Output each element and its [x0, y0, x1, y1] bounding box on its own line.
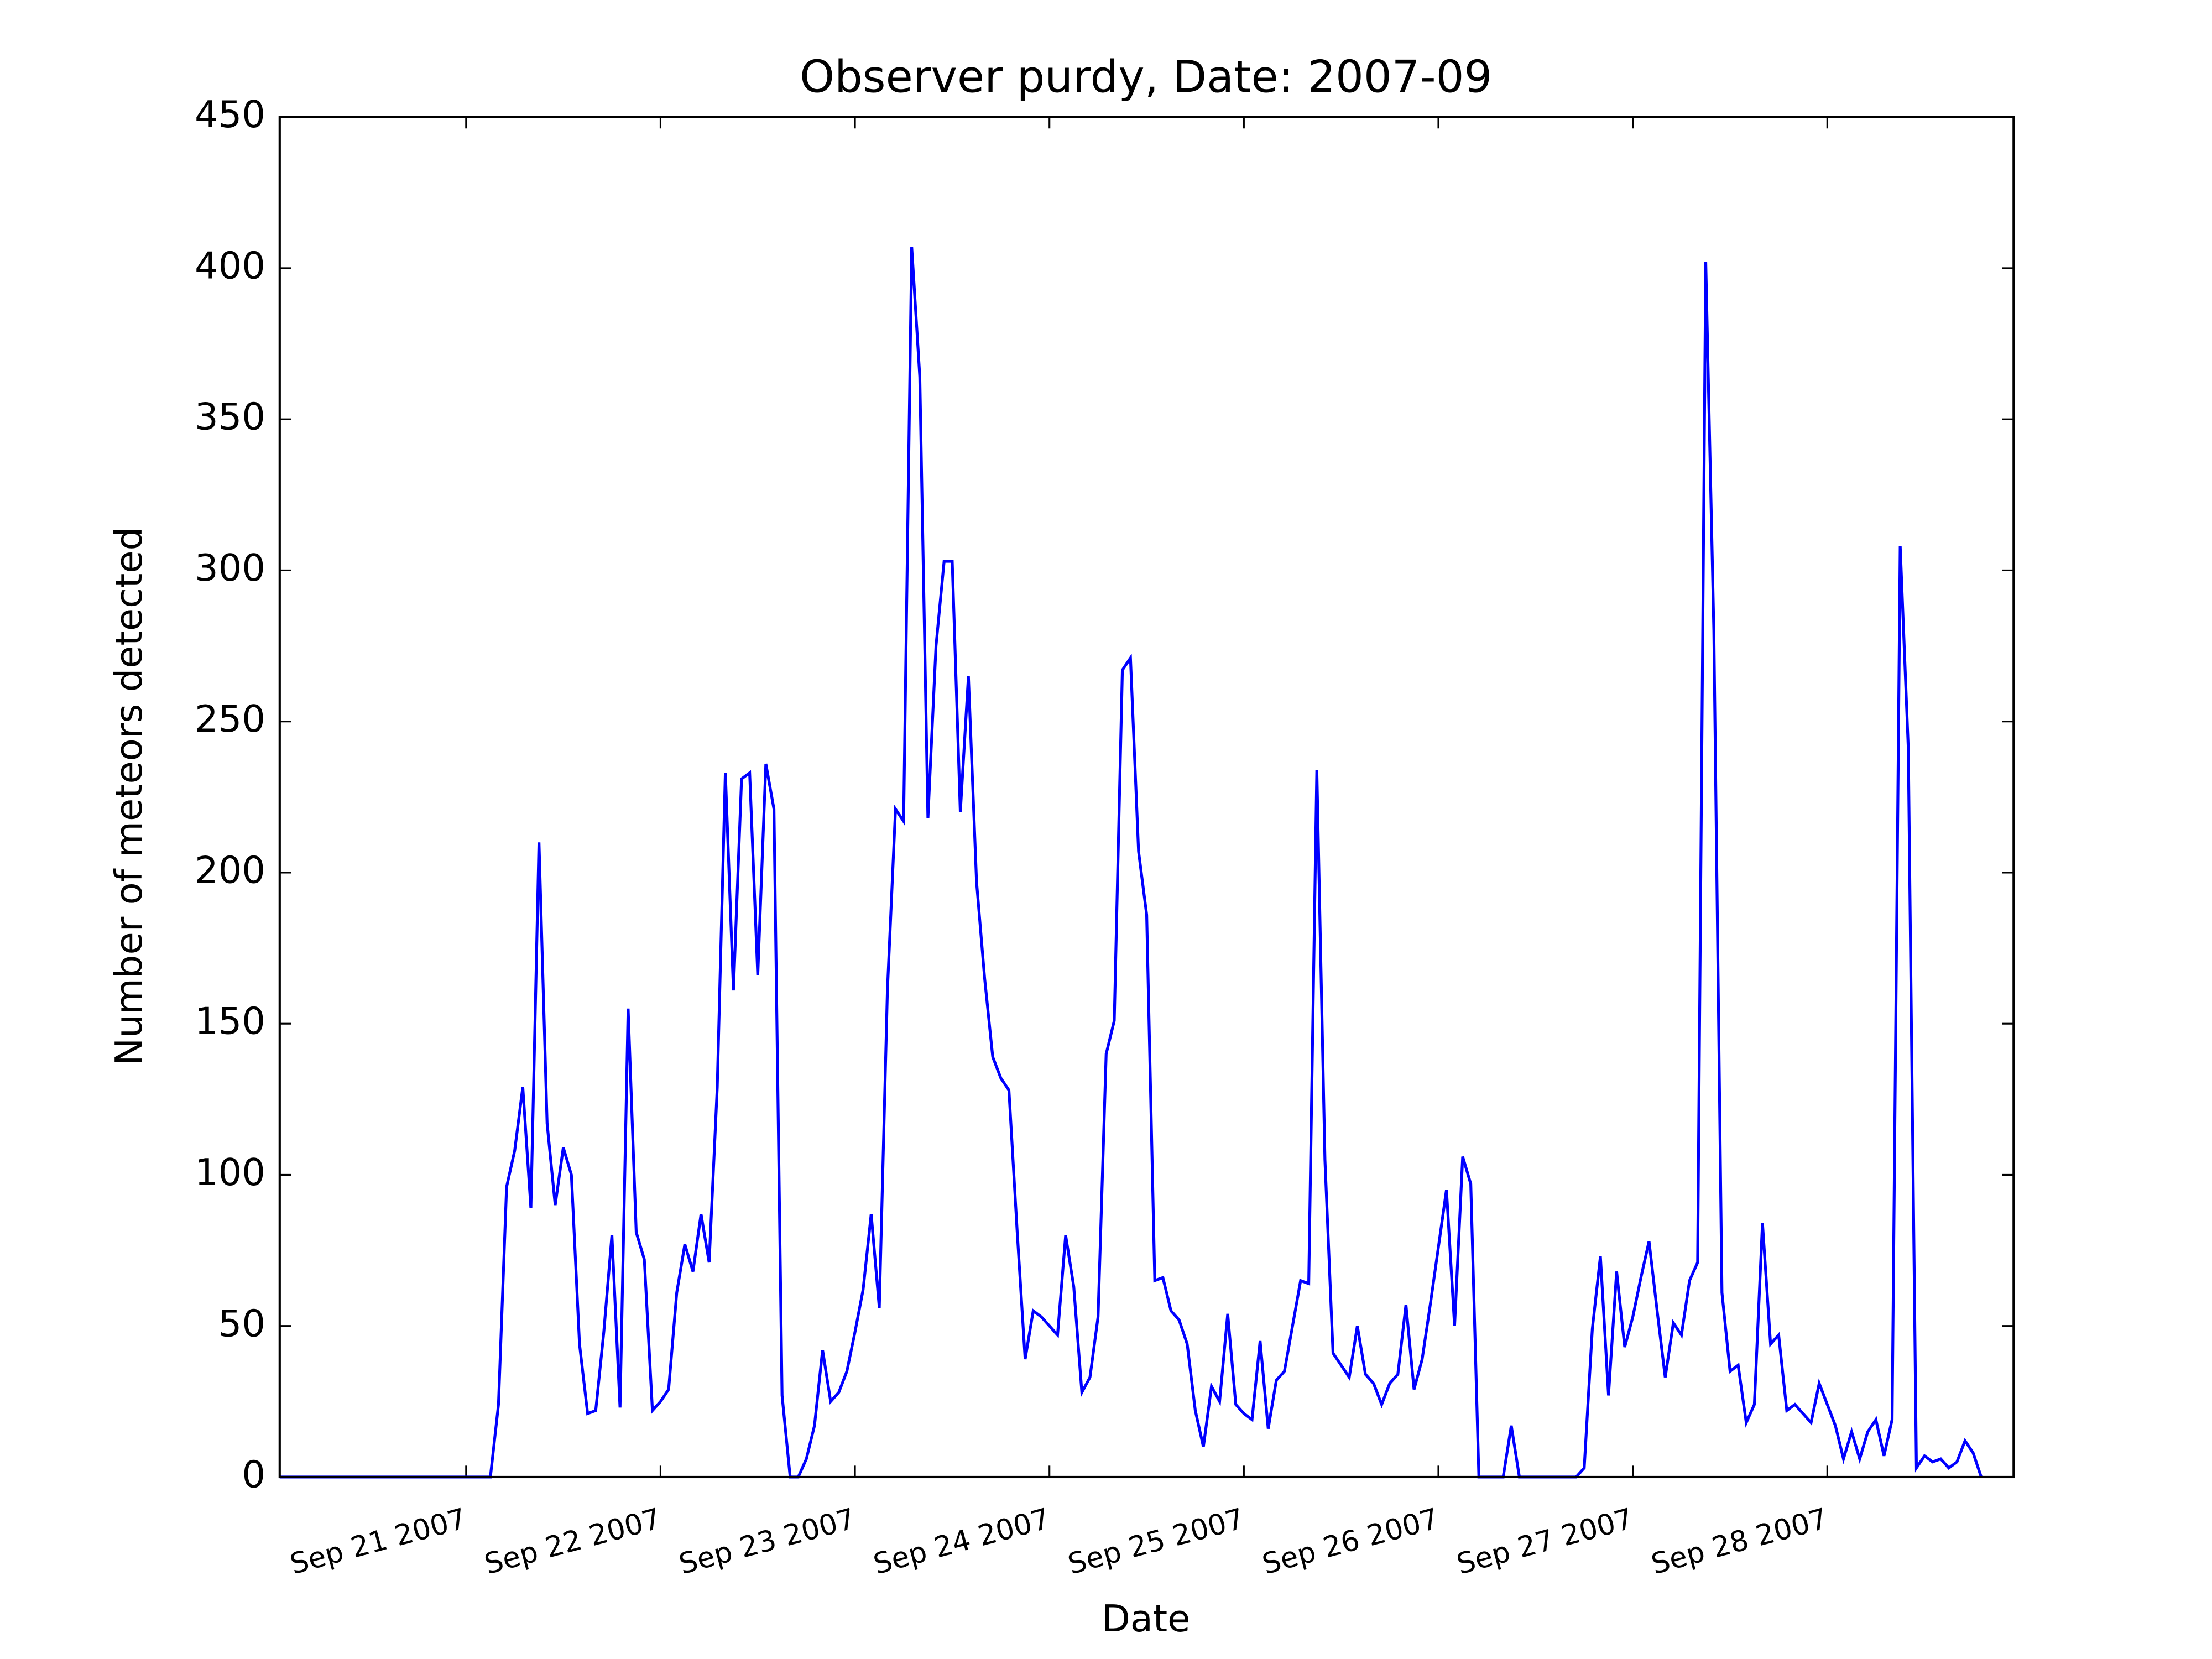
y-tick-label: 350 — [195, 395, 265, 439]
x-tick-label: Sep 28 2007 — [1648, 1503, 1831, 1582]
y-tick-label: 0 — [242, 1453, 265, 1496]
y-tick-label: 200 — [195, 848, 265, 891]
y-tick-label: 50 — [218, 1302, 265, 1345]
x-tick-label: Sep 27 2007 — [1453, 1503, 1636, 1582]
x-tick-label: Sep 26 2007 — [1259, 1503, 1442, 1582]
y-tick-label: 400 — [195, 244, 265, 287]
y-tick-label: 450 — [195, 93, 265, 136]
y-tick-label: 300 — [195, 546, 265, 589]
y-tick-label: 100 — [195, 1151, 265, 1194]
x-axis-label: Date — [1102, 1597, 1190, 1640]
chart-title: Observer purdy, Date: 2007-09 — [800, 51, 1492, 102]
y-tick-label: 150 — [195, 1000, 265, 1043]
y-axis-label: Number of meteors detected — [107, 527, 150, 1066]
x-tick-label: Sep 25 2007 — [1065, 1503, 1248, 1582]
x-tick-label: Sep 23 2007 — [676, 1503, 859, 1582]
plot-frame — [278, 116, 2015, 1479]
y-tick-label: 250 — [195, 697, 265, 740]
x-tick-label: Sep 21 2007 — [286, 1503, 469, 1582]
x-tick-label: Sep 24 2007 — [870, 1503, 1053, 1582]
x-tick-label: Sep 22 2007 — [481, 1503, 664, 1582]
data-line — [279, 247, 1983, 1479]
